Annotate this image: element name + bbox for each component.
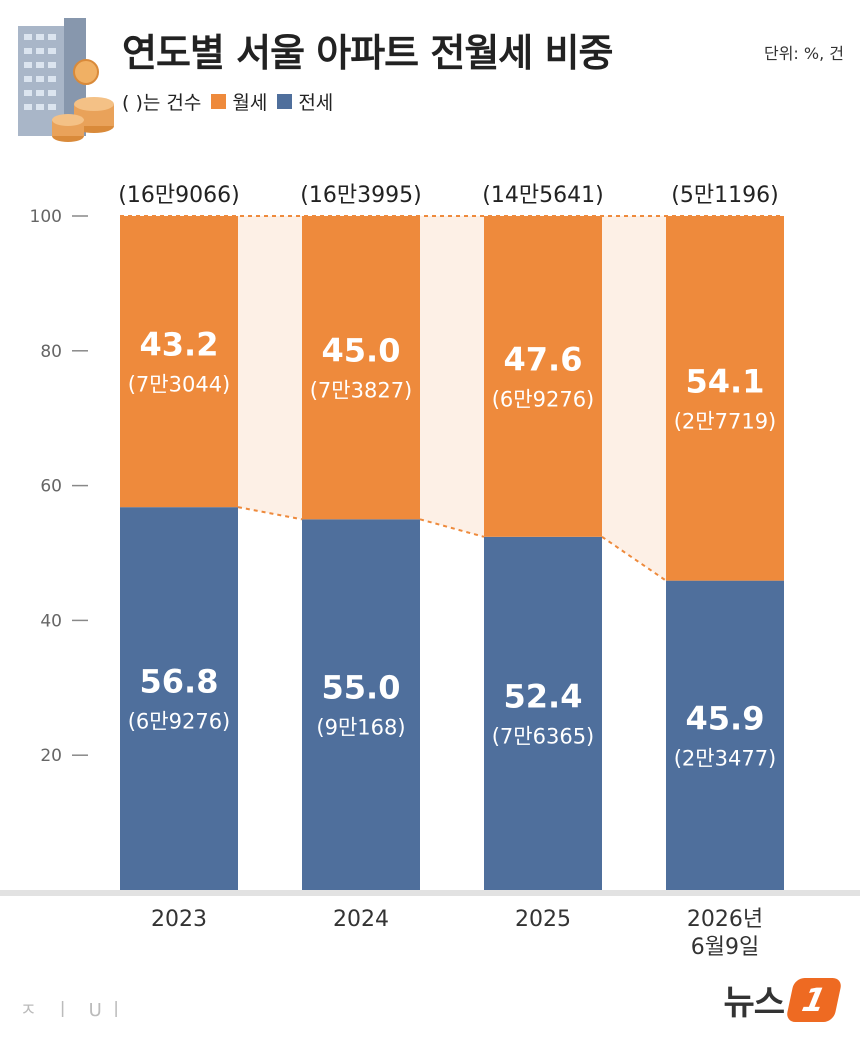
watermark: ㅈ ㅣ Uㅣ xyxy=(20,1000,131,1021)
legend-item-jeonse: 전세 xyxy=(277,88,333,115)
legend-label-jeonse: 전세 xyxy=(298,92,334,114)
bar-jeonse xyxy=(484,536,602,890)
apartment-coins-icon xyxy=(18,18,114,142)
connector-line xyxy=(601,535,667,582)
legend-label-monthly: 월세 xyxy=(232,92,268,114)
x-category-label: 2023 xyxy=(151,907,207,932)
y-tick-label: 60 xyxy=(40,477,62,497)
total-count-label: (5만1196) xyxy=(671,183,778,208)
value-label-monthly: 54.1 xyxy=(686,362,765,400)
count-label-jeonse: (9만168) xyxy=(316,716,405,740)
legend-swatch-jeonse xyxy=(277,94,293,109)
count-label-jeonse: (2만3477) xyxy=(674,746,777,770)
total-count-label: (16만3995) xyxy=(300,183,421,208)
connector-line xyxy=(419,518,485,538)
logo-text: 뉴스 xyxy=(723,983,785,1023)
x-category-label: 2026년 xyxy=(687,907,763,932)
unit-label: 단위: %, 건 xyxy=(763,44,844,63)
y-tick-label: 40 xyxy=(40,611,62,631)
x-category-label: 2025 xyxy=(515,907,571,932)
connector-band xyxy=(420,216,484,537)
value-label-jeonse: 45.9 xyxy=(686,699,765,737)
total-count-label: (14만5641) xyxy=(482,183,603,208)
bar-jeonse xyxy=(666,580,784,890)
legend: ( )는 건수 월세 전세 xyxy=(122,88,333,115)
bar-monthly xyxy=(302,216,420,520)
count-label-monthly: (7만3044) xyxy=(128,373,231,397)
bar-monthly xyxy=(484,216,602,537)
value-label-jeonse: 52.4 xyxy=(504,677,583,715)
news1-logo: 뉴스 1 xyxy=(723,975,843,1024)
y-tick-label: 100 xyxy=(30,207,62,227)
bar-monthly xyxy=(666,216,784,581)
legend-item-monthly: 월세 xyxy=(211,88,267,115)
baseline xyxy=(0,890,860,896)
logo-mark: 1 xyxy=(785,977,843,1022)
header: 연도별 서울 아파트 전월세 비중 단위: %, 건 ( )는 건수 월세 전세 xyxy=(0,0,860,150)
x-category-label: 6월9일 xyxy=(691,935,759,960)
y-tick-label: 80 xyxy=(40,342,62,362)
value-label-monthly: 45.0 xyxy=(322,332,401,370)
x-category-label: 2024 xyxy=(333,907,389,932)
bar-jeonse xyxy=(302,519,420,890)
legend-note: ( )는 건수 xyxy=(122,92,202,114)
connector-line xyxy=(237,506,303,521)
total-count-label: (16만9066) xyxy=(118,183,239,208)
connector-band xyxy=(602,216,666,581)
count-label-jeonse: (6만9276) xyxy=(128,710,231,734)
legend-swatch-monthly xyxy=(211,94,227,109)
connector-band xyxy=(238,216,302,520)
count-label-jeonse: (7만6365) xyxy=(492,724,595,748)
count-label-monthly: (7만3827) xyxy=(310,379,413,403)
value-label-jeonse: 56.8 xyxy=(140,663,219,701)
count-label-monthly: (6만9276) xyxy=(492,387,595,411)
value-label-monthly: 47.6 xyxy=(504,340,583,378)
page-title: 연도별 서울 아파트 전월세 비중 xyxy=(122,31,613,75)
value-label-jeonse: 55.0 xyxy=(322,669,401,707)
value-label-monthly: 43.2 xyxy=(140,326,219,364)
count-label-monthly: (2만7719) xyxy=(674,409,777,433)
y-tick-label: 20 xyxy=(40,746,62,766)
bar-jeonse xyxy=(120,507,238,890)
stacked-bar-chart: 20 40 60 80 100 (16만9066) 43.2 (7만3044) 56.8 (6만9… xyxy=(0,183,860,960)
bar-monthly xyxy=(120,216,238,508)
